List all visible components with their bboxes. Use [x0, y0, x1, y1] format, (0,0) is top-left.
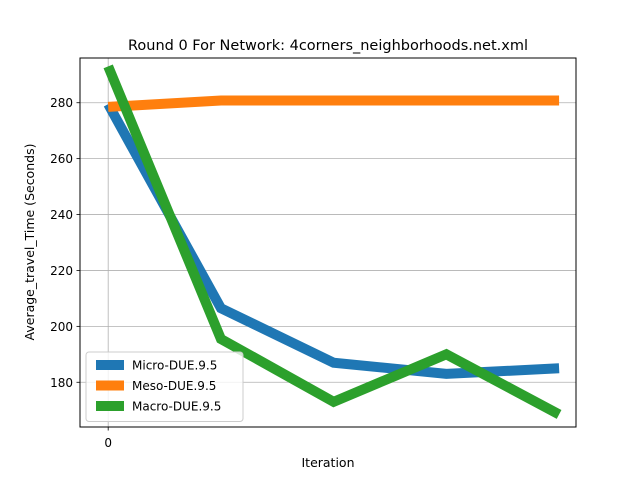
legend-box [85, 351, 244, 422]
y-tick-label: 240 [50, 208, 73, 222]
x-axis-label: Iteration [301, 455, 354, 470]
legend: Micro-DUE.9.5 Meso-DUE.9.5 Macro-DUE.9.5 [85, 351, 244, 422]
plot-frame [79, 57, 577, 428]
y-tick-label: 260 [50, 152, 73, 166]
legend-label: Macro-DUE.9.5 [132, 400, 221, 414]
legend-label: Micro-DUE.9.5 [132, 359, 217, 373]
legend-label: Meso-DUE.9.5 [132, 379, 216, 393]
series-line-meso-due-9-5 [107, 95, 560, 112]
y-axis: 180 200 220 240 260 280 [50, 96, 80, 390]
y-tick-label: 280 [50, 96, 73, 110]
y-tick-label: 220 [50, 264, 73, 278]
x-axis: 0 [104, 427, 112, 450]
series-line-macro-due-9-5 [103, 64, 562, 419]
x-tick-label: 0 [104, 436, 112, 450]
y-axis-label: Average_travel_Time (Seconds) [22, 144, 37, 341]
chart-title: Round 0 For Network: 4corners_neighborho… [128, 38, 528, 54]
y-tick-label: 200 [50, 320, 73, 334]
series-lines [103, 64, 562, 419]
y-tick-label: 180 [50, 376, 73, 390]
